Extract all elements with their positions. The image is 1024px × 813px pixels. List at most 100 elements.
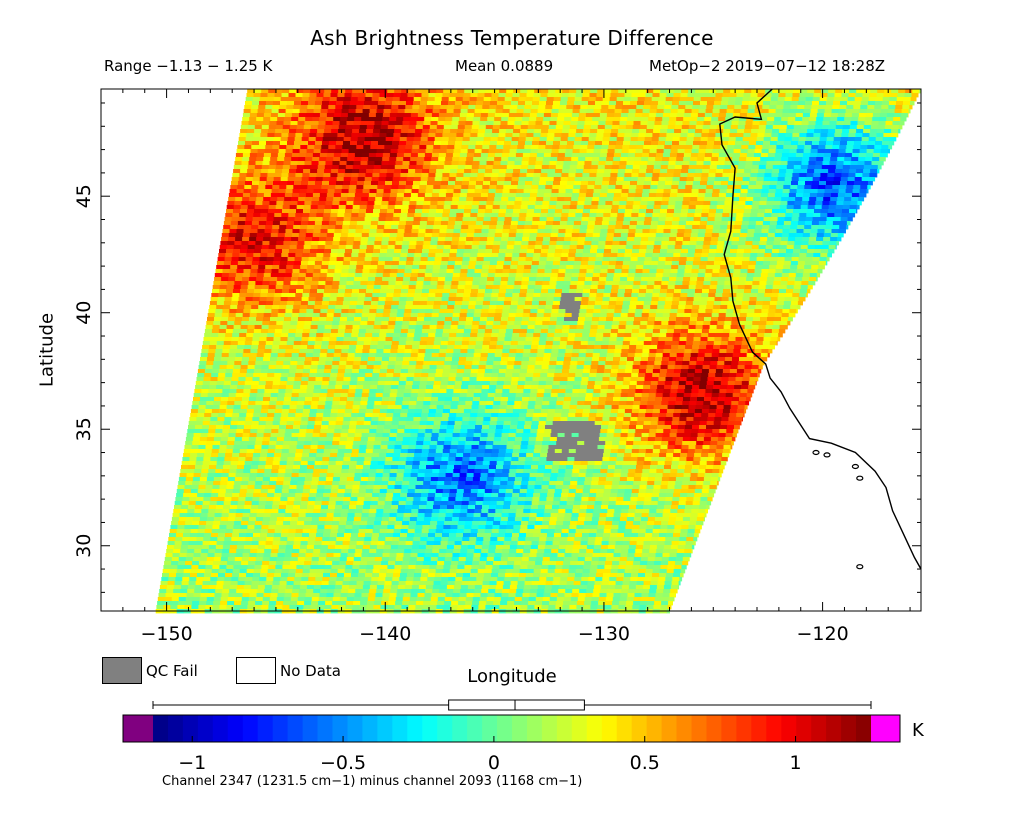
heatmap-cell	[419, 265, 427, 270]
heatmap-cell	[432, 109, 440, 114]
heatmap-cell	[258, 265, 266, 270]
heatmap-cell	[583, 209, 591, 214]
heatmap-cell	[750, 213, 758, 218]
heatmap-cell	[640, 281, 648, 286]
heatmap-cell	[282, 89, 290, 94]
heatmap-cell	[303, 209, 311, 214]
heatmap-cell	[564, 193, 573, 198]
heatmap-cell	[415, 205, 424, 210]
heatmap-cell	[347, 237, 355, 242]
heatmap-cell	[898, 89, 906, 94]
heatmap-cell	[368, 277, 376, 282]
heatmap-cell	[704, 273, 713, 278]
heatmap-cell	[884, 129, 892, 134]
heatmap-cell	[496, 185, 504, 190]
heatmap-cell	[466, 153, 475, 158]
heatmap-cell	[602, 297, 610, 302]
heatmap-cell	[696, 241, 704, 246]
heatmap-cell	[390, 109, 398, 114]
heatmap-cell	[697, 273, 706, 278]
heatmap-cell	[286, 225, 294, 230]
heatmap-cell	[751, 245, 760, 250]
heatmap-cell	[541, 89, 549, 94]
heatmap-cell	[866, 109, 874, 114]
heatmap-cell	[653, 245, 662, 250]
heatmap-cell	[364, 97, 373, 102]
heatmap-cell	[315, 137, 324, 142]
heatmap-cell	[578, 153, 587, 158]
heatmap-cell	[691, 229, 699, 234]
heatmap-cell	[760, 237, 768, 242]
heatmap-cell	[497, 297, 505, 302]
heatmap-cell	[861, 97, 870, 102]
heatmap-cell	[578, 113, 587, 118]
heatmap-cell	[350, 101, 358, 106]
heatmap-cell	[616, 181, 624, 186]
heatmap-cell	[366, 89, 374, 94]
heatmap-cell	[456, 93, 464, 98]
heatmap-cell	[737, 129, 745, 134]
heatmap-cell	[536, 197, 544, 202]
heatmap-cell	[500, 201, 508, 206]
heatmap-cell	[793, 249, 801, 254]
heatmap-cell	[525, 297, 533, 302]
heatmap-cell	[625, 289, 633, 294]
heatmap-cell	[736, 93, 744, 98]
heatmap-cell	[517, 261, 526, 266]
heatmap-cell	[739, 237, 747, 242]
heatmap-cell	[737, 165, 746, 170]
heatmap-cell	[266, 217, 274, 222]
heatmap-cell	[435, 93, 443, 98]
heatmap-cell	[366, 285, 375, 290]
heatmap-cell	[720, 265, 728, 270]
heatmap-cell	[293, 301, 302, 306]
heatmap-cell	[369, 229, 377, 234]
heatmap-cell	[775, 189, 783, 194]
heatmap-cell	[337, 173, 345, 178]
heatmap-cell	[679, 141, 687, 146]
heatmap-cell	[494, 113, 503, 118]
heatmap-cell	[423, 201, 431, 206]
heatmap-cell	[232, 293, 240, 298]
heatmap-cell	[433, 225, 441, 230]
heatmap-cell	[627, 197, 635, 202]
heatmap-cell	[549, 121, 557, 126]
heatmap-cell	[264, 149, 272, 154]
heatmap-cell	[391, 265, 399, 270]
heatmap-cell	[708, 253, 716, 258]
heatmap-cell	[692, 261, 701, 266]
heatmap-cell	[265, 105, 273, 110]
heatmap-cell	[543, 153, 552, 158]
heatmap-cell	[668, 281, 676, 286]
heatmap-cell	[821, 89, 829, 94]
heatmap-cell	[643, 225, 651, 230]
heatmap-cell	[406, 257, 414, 262]
heatmap-cell	[833, 181, 841, 186]
heatmap-cell	[803, 229, 811, 234]
heatmap-cell	[759, 121, 767, 126]
heatmap-cell	[403, 273, 412, 278]
heatmap-cell	[670, 269, 678, 274]
heatmap-cell	[643, 305, 651, 310]
heatmap-cell	[817, 189, 825, 194]
heatmap-cell	[839, 185, 847, 190]
heatmap-cell	[308, 217, 316, 222]
heatmap-cell	[307, 145, 315, 150]
heatmap-cell	[359, 209, 367, 214]
heatmap-cell	[426, 305, 434, 310]
heatmap-cell	[216, 301, 225, 306]
heatmap-cell	[237, 221, 246, 226]
heatmap-cell	[793, 89, 801, 94]
heatmap-cell	[858, 193, 867, 198]
heatmap-cell	[833, 177, 842, 182]
heatmap-cell	[383, 109, 391, 114]
heatmap-cell	[855, 173, 863, 178]
heatmap-cell	[400, 173, 408, 178]
heatmap-cell	[342, 185, 350, 190]
heatmap-cell	[497, 137, 506, 142]
heatmap-cell	[352, 249, 360, 254]
heatmap-cell	[424, 197, 432, 202]
heatmap-cell	[513, 249, 521, 254]
heatmap-cell	[754, 149, 762, 154]
heatmap-cell	[461, 105, 469, 110]
